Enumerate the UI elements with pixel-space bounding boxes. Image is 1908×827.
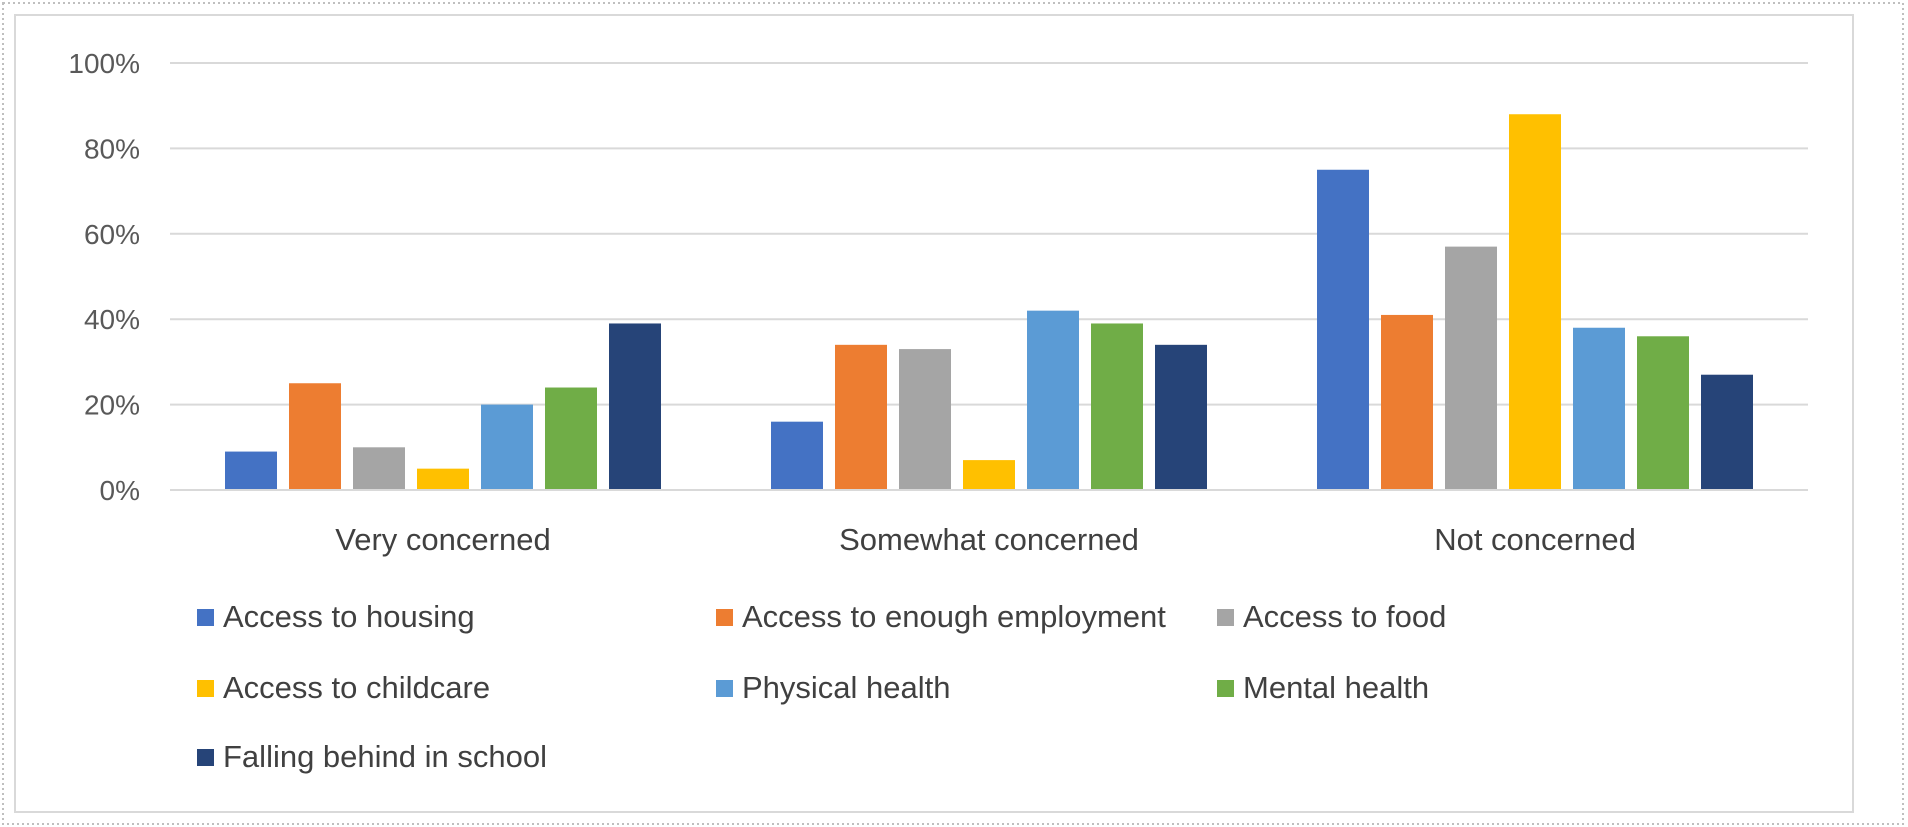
legend-swatch — [197, 748, 214, 766]
legend-item: Access to food — [1217, 599, 1446, 635]
legend-label: Physical health — [742, 670, 951, 705]
y-tick-label: 20% — [84, 390, 140, 421]
legend-label: Falling behind in school — [223, 739, 547, 774]
legend-item: Mental health — [1217, 670, 1429, 706]
bar — [225, 451, 277, 490]
legend-swatch — [197, 679, 214, 697]
y-tick-label: 80% — [84, 133, 140, 164]
bar — [1155, 344, 1207, 490]
y-tick-label: 100% — [68, 48, 140, 79]
bar — [835, 344, 887, 490]
bar — [417, 468, 469, 490]
bar — [1317, 169, 1369, 490]
x-category-label: Very concerned — [335, 522, 550, 557]
legend-item: Access to enough employment — [716, 599, 1166, 635]
bar — [1701, 374, 1753, 490]
bar — [1027, 310, 1079, 490]
bar — [1381, 314, 1433, 490]
legend-swatch — [1217, 679, 1234, 697]
x-category-label: Somewhat concerned — [839, 522, 1139, 557]
bar — [609, 323, 661, 490]
bar — [963, 460, 1015, 490]
legend-label: Mental health — [1243, 670, 1430, 705]
bar — [481, 404, 533, 490]
bar — [1445, 246, 1497, 490]
legend-item: Falling behind in school — [197, 739, 547, 775]
bar — [1091, 323, 1143, 490]
y-tick-label: 0% — [100, 475, 140, 506]
bar — [353, 447, 405, 490]
bar — [771, 421, 823, 490]
bar — [1573, 327, 1625, 490]
legend-label: Access to childcare — [223, 670, 491, 705]
legend-label: Access to food — [1243, 599, 1447, 634]
bar — [545, 387, 597, 490]
legend-label: Access to enough employment — [742, 599, 1166, 634]
legend-swatch — [716, 679, 733, 697]
legend-item: Access to housing — [197, 599, 475, 635]
legend-swatch — [197, 608, 214, 626]
y-tick-label: 60% — [84, 219, 140, 250]
legend-swatch — [716, 608, 733, 626]
bar — [899, 349, 951, 490]
legend-item: Physical health — [716, 670, 951, 706]
legend-swatch — [1217, 608, 1234, 626]
y-tick-label: 40% — [84, 304, 140, 335]
x-category-label: Not concerned — [1434, 522, 1636, 557]
bar — [1509, 114, 1561, 491]
bar — [1637, 336, 1689, 490]
legend-label: Access to housing — [223, 599, 475, 634]
bar — [289, 383, 341, 490]
legend-item: Access to childcare — [197, 670, 490, 706]
